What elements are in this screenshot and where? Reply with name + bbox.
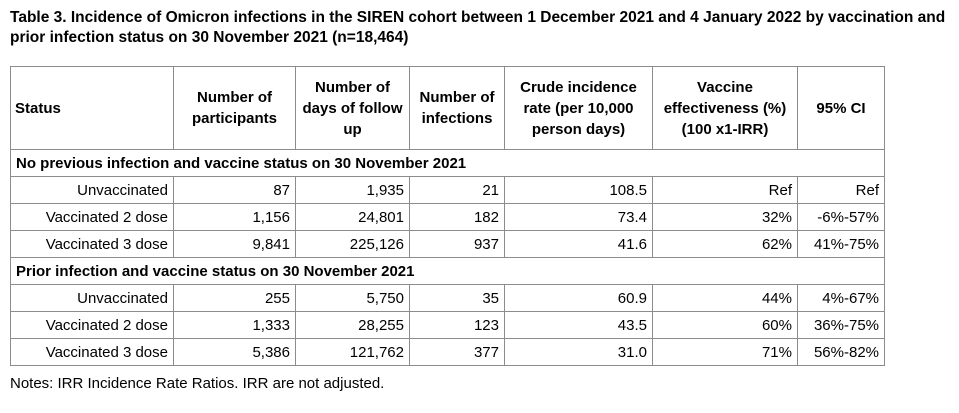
cell-infections: 377 xyxy=(409,338,505,366)
table-title: Table 3. Incidence of Omicron infections… xyxy=(10,9,946,46)
cell-days: 121,762 xyxy=(295,338,410,366)
cell-ve: 62% xyxy=(652,230,798,258)
header-days: Number of days of follow up xyxy=(295,66,410,150)
cell-ci: Ref xyxy=(797,176,885,204)
cell-status: Vaccinated 2 dose xyxy=(10,311,174,339)
cell-participants: 9,841 xyxy=(173,230,296,258)
table-row: Vaccinated 3 dose 9,841 225,126 937 41.6… xyxy=(10,230,885,258)
cell-participants: 1,156 xyxy=(173,203,296,231)
cell-rate: 41.6 xyxy=(504,230,653,258)
table-row: Vaccinated 2 dose 1,156 24,801 182 73.4 … xyxy=(10,203,885,231)
section-label: No previous infection and vaccine status… xyxy=(10,149,885,177)
cell-status: Vaccinated 3 dose xyxy=(10,230,174,258)
cell-days: 225,126 xyxy=(295,230,410,258)
cell-status: Vaccinated 2 dose xyxy=(10,203,174,231)
section-label: Prior infection and vaccine status on 30… xyxy=(10,257,885,285)
cell-rate: 31.0 xyxy=(504,338,653,366)
header-status: Status xyxy=(10,66,174,150)
cell-status: Unvaccinated xyxy=(10,284,174,312)
cell-ve: 32% xyxy=(652,203,798,231)
header-participants: Number of participants xyxy=(173,66,296,150)
cell-infections: 937 xyxy=(409,230,505,258)
cell-rate: 60.9 xyxy=(504,284,653,312)
cell-days: 5,750 xyxy=(295,284,410,312)
table-row: Unvaccinated 255 5,750 35 60.9 44% 4%-67… xyxy=(10,284,885,312)
cell-infections: 21 xyxy=(409,176,505,204)
cell-ci: 41%-75% xyxy=(797,230,885,258)
table-row: Unvaccinated 87 1,935 21 108.5 Ref Ref xyxy=(10,176,885,204)
section-row: No previous infection and vaccine status… xyxy=(10,149,885,177)
cell-ci: 56%-82% xyxy=(797,338,885,366)
cell-status: Vaccinated 3 dose xyxy=(10,338,174,366)
header-row: Status Number of participants Number of … xyxy=(10,66,885,150)
cell-ve: Ref xyxy=(652,176,798,204)
header-ci: 95% CI xyxy=(797,66,885,150)
cell-participants: 5,386 xyxy=(173,338,296,366)
header-ve: Vaccine effectiveness (%) (100 x1-IRR) xyxy=(652,66,798,150)
cell-ve: 71% xyxy=(652,338,798,366)
table-row: Vaccinated 3 dose 5,386 121,762 377 31.0… xyxy=(10,338,885,366)
cell-status: Unvaccinated xyxy=(10,176,174,204)
cell-ci: -6%-57% xyxy=(797,203,885,231)
cell-ve: 60% xyxy=(652,311,798,339)
table-notes: Notes: IRR Incidence Rate Ratios. IRR ar… xyxy=(10,375,385,392)
cell-rate: 108.5 xyxy=(504,176,653,204)
section-row: Prior infection and vaccine status on 30… xyxy=(10,257,885,285)
cell-participants: 1,333 xyxy=(173,311,296,339)
cell-infections: 182 xyxy=(409,203,505,231)
header-rate: Crude incidence rate (per 10,000 person … xyxy=(504,66,653,150)
cell-days: 1,935 xyxy=(295,176,410,204)
cell-infections: 35 xyxy=(409,284,505,312)
incidence-table: Status Number of participants Number of … xyxy=(10,66,885,366)
cell-days: 28,255 xyxy=(295,311,410,339)
cell-rate: 43.5 xyxy=(504,311,653,339)
cell-ci: 4%-67% xyxy=(797,284,885,312)
table-row: Vaccinated 2 dose 1,333 28,255 123 43.5 … xyxy=(10,311,885,339)
cell-rate: 73.4 xyxy=(504,203,653,231)
cell-participants: 87 xyxy=(173,176,296,204)
header-infections: Number of infections xyxy=(409,66,505,150)
cell-ci: 36%-75% xyxy=(797,311,885,339)
cell-ve: 44% xyxy=(652,284,798,312)
cell-infections: 123 xyxy=(409,311,505,339)
cell-days: 24,801 xyxy=(295,203,410,231)
cell-participants: 255 xyxy=(173,284,296,312)
